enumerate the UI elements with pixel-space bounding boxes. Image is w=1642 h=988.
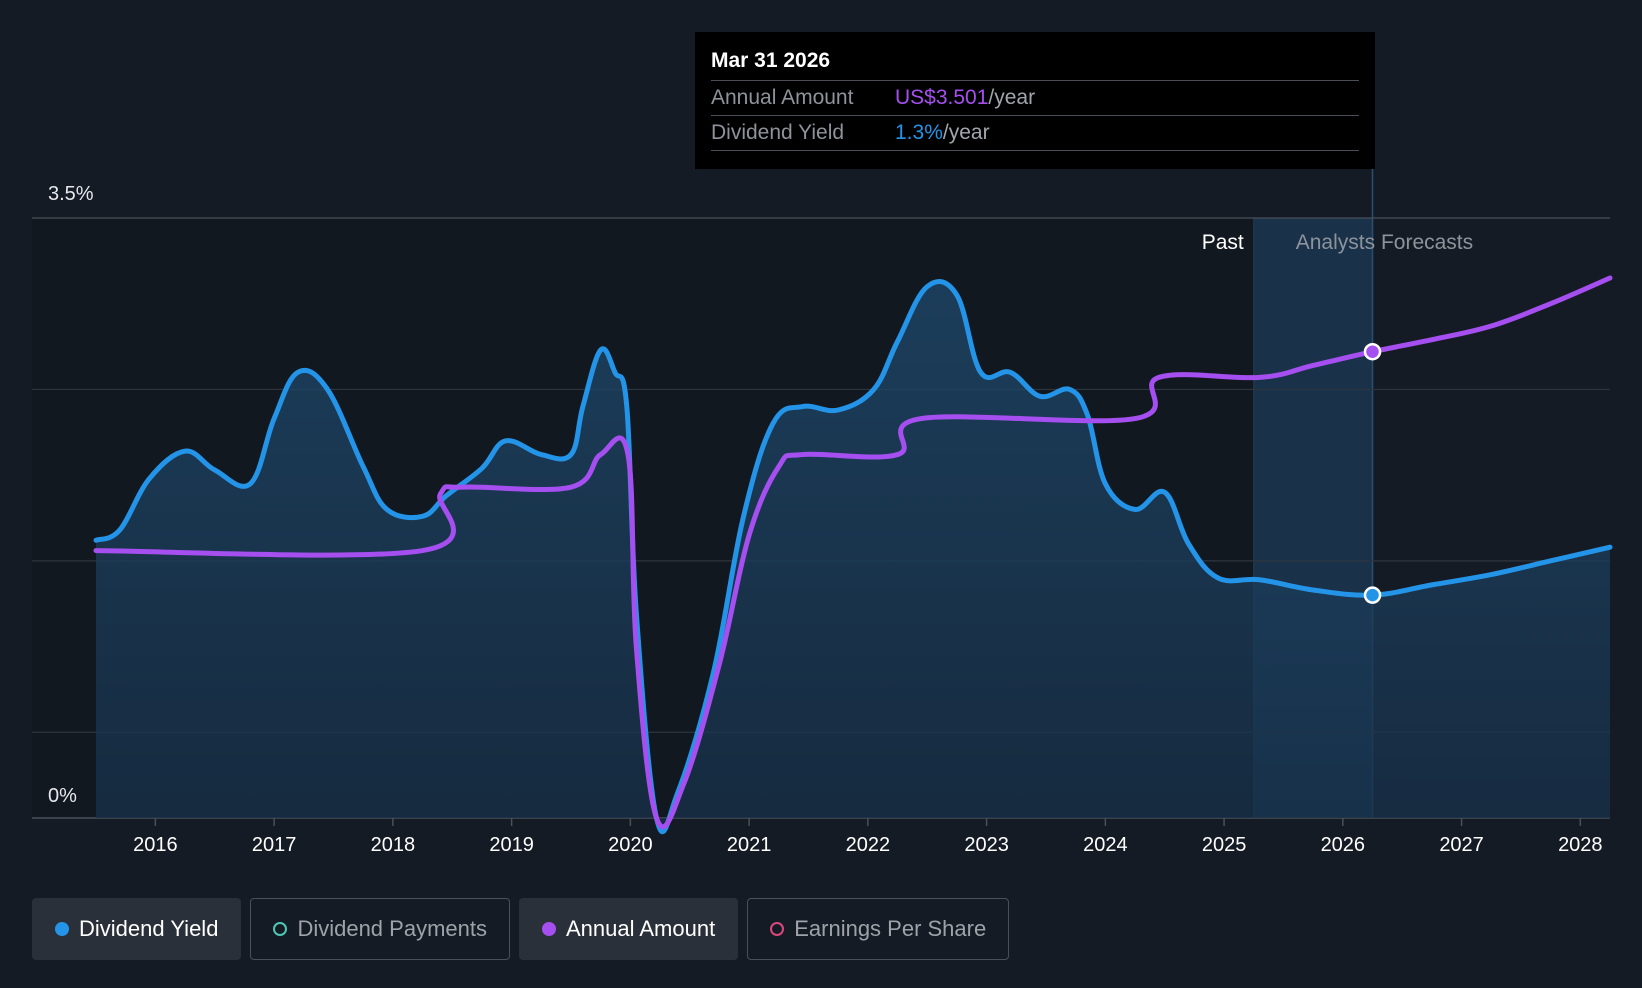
x-tick-label: 2027 (1439, 834, 1484, 856)
tooltip-label: Dividend Yield (711, 121, 845, 144)
y-axis-bottom-label: 0% (48, 785, 77, 807)
dividend-yield-line (93, 279, 1613, 835)
dividend-yield-dot-icon (55, 922, 69, 936)
tooltip-unit: /year (988, 86, 1036, 109)
x-tick-label: 2023 (964, 834, 1009, 856)
x-tick-label: 2021 (727, 834, 772, 856)
x-tick-label: 2019 (489, 834, 534, 856)
x-tick-label: 2024 (1083, 834, 1128, 856)
tooltip-value: US$3.501 (895, 86, 989, 109)
tooltip-row-dividend-yield: Dividend Yield 1.3% /year (711, 115, 1359, 151)
tooltip-unit: /year (942, 121, 990, 144)
legend-annual-amount-button[interactable]: Annual Amount (518, 898, 739, 960)
x-tick-label: 2025 (1202, 834, 1247, 856)
annual-amount-line (93, 275, 1613, 830)
forecast-label: Analysts Forecasts (1296, 231, 1473, 254)
tooltip-label: Annual Amount (711, 86, 854, 109)
legend-label: Dividend Payments (297, 916, 487, 941)
x-tick-label: 2028 (1558, 834, 1603, 856)
x-tick-label: 2020 (608, 834, 653, 856)
tooltip-value: 1.3% (895, 121, 943, 144)
earnings-per-share-ring-icon (770, 922, 785, 936)
legend-label: Annual Amount (565, 916, 716, 941)
legend-label: Dividend Yield (79, 916, 219, 941)
legend-dividend-yield-button[interactable]: Dividend Yield (32, 898, 242, 960)
tooltip-date: Mar 31 2026 (711, 49, 831, 72)
chart-legend: Dividend Yield Dividend Payments Annual … (32, 898, 1010, 960)
annual-amount-dot-icon (541, 922, 556, 936)
chart-tooltip: Mar 31 2026 Annual Amount US$3.501 /year… (695, 32, 1375, 169)
x-tick-label: 2018 (371, 834, 416, 856)
x-tick-label: 2016 (133, 834, 178, 856)
legend-earnings-per-share-button[interactable]: Earnings Per Share (747, 898, 1010, 960)
dividend-payments-ring-icon (273, 922, 288, 936)
x-tick-label: 2026 (1321, 834, 1366, 856)
annual-amount-marker (1363, 342, 1382, 361)
dividend-yield-marker (1363, 586, 1382, 604)
legend-dividend-payments-button[interactable]: Dividend Payments (250, 898, 510, 960)
x-tick-label: 2017 (252, 834, 297, 856)
past-label: Past (1202, 231, 1244, 254)
tooltip-row-annual-amount: Annual Amount US$3.501 /year (711, 80, 1359, 115)
x-tick-label: 2022 (846, 834, 891, 856)
legend-label: Earnings Per Share (794, 916, 987, 941)
y-axis-top-label: 3.5% (48, 183, 94, 205)
dividend-yield-area (96, 281, 1610, 832)
